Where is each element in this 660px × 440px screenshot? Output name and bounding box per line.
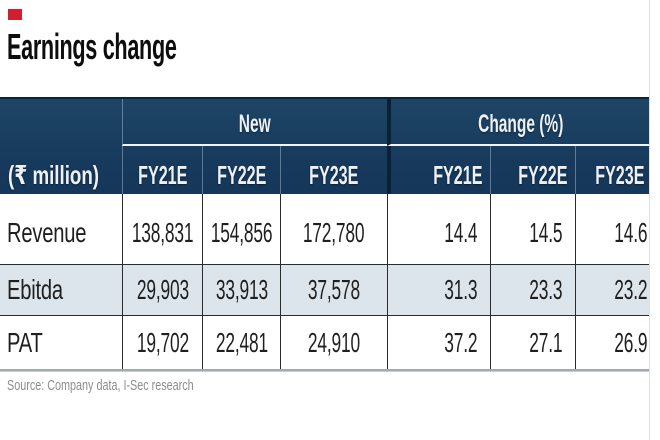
source-note: Source: Company data, I-Sec research: [7, 377, 266, 394]
table-row-revenue: Revenue 138,831 154,856 172,780 14.4 14.…: [0, 194, 650, 264]
table-row-ebitda: Ebitda 29,903 33,913 37,578 31.3 23.3 23…: [0, 264, 650, 316]
ebitda-new-fy22e: 33,913: [202, 265, 280, 315]
figure-title-text: Earnings change: [7, 26, 177, 67]
row-label: Revenue: [7, 217, 87, 248]
pat-change-fy22e: 27.1: [490, 316, 575, 369]
source-note-text: Source: Company data, I-Sec research: [7, 377, 194, 394]
unit-label-cell: (₹ million): [0, 146, 122, 194]
unit-label: (₹ million): [8, 159, 100, 190]
figure-title: Earnings change: [7, 27, 290, 67]
cell-value: 31.3: [443, 274, 477, 305]
ebitda-new-fy21e: 29,903: [122, 265, 202, 315]
group-header-change: Change (%): [387, 99, 650, 146]
revenue-new-fy23e: 172,780: [280, 194, 387, 264]
group-header-change-label: Change (%): [477, 110, 564, 138]
cell-value: 24,910: [308, 326, 360, 358]
revenue-change-fy21e: 14.4: [387, 194, 490, 264]
row-label-cell: PAT: [0, 316, 122, 369]
cell-value: 33,913: [215, 274, 268, 305]
cell-value: 37.2: [443, 326, 477, 358]
table-bottom-rule: [0, 369, 650, 372]
ebitda-new-fy23e: 37,578: [280, 265, 387, 315]
group-header-new-label: New: [239, 110, 271, 138]
pat-new-fy23e: 24,910: [280, 316, 387, 369]
cell-value: 138,831: [131, 217, 194, 248]
cell-value: 37,578: [308, 274, 360, 305]
col-header-change-fy21e: FY21E: [387, 146, 490, 194]
col-header-label: FY21E: [137, 159, 188, 190]
group-header-row: New Change (%): [0, 99, 650, 146]
revenue-change-fy22e: 14.5: [490, 194, 575, 264]
pat-change-fy21e: 37.2: [387, 316, 490, 369]
column-header-row: (₹ million) FY21E FY22E FY23E FY21E FY22…: [0, 146, 650, 194]
row-label-cell: Revenue: [0, 194, 122, 264]
col-header-new-fy23e: FY23E: [280, 146, 387, 194]
cell-value: 19,702: [136, 326, 189, 358]
table-header: New Change (%) (₹ million) FY21E FY22E F…: [0, 97, 650, 194]
table-row-pat: PAT 19,702 22,481 24,910 37.2 27.1 26.9: [0, 316, 650, 369]
col-header-new-fy21e: FY21E: [122, 146, 202, 194]
group-header-spacer-cell: [0, 99, 122, 146]
cell-value: 14.6: [613, 217, 647, 248]
col-header-new-fy22e: FY22E: [202, 146, 280, 194]
cell-value: 23.2: [613, 274, 647, 305]
cell-value: 14.4: [443, 217, 477, 248]
cell-value: 26.9: [613, 326, 647, 358]
earnings-table: New Change (%) (₹ million) FY21E FY22E F…: [0, 97, 650, 372]
revenue-new-fy21e: 138,831: [122, 194, 202, 264]
cell-value: 29,903: [136, 274, 189, 305]
row-label: Ebitda: [7, 274, 63, 305]
cell-value: 14.5: [528, 217, 562, 248]
ebitda-change-fy22e: 23.3: [490, 265, 575, 315]
revenue-new-fy22e: 154,856: [202, 194, 280, 264]
pat-new-fy22e: 22,481: [202, 316, 280, 369]
row-label-cell: Ebitda: [0, 265, 122, 315]
red-square-icon: [8, 9, 22, 20]
ebitda-change-fy21e: 31.3: [387, 265, 490, 315]
cell-value: 154,856: [210, 217, 273, 248]
col-header-label: FY23E: [594, 159, 644, 190]
pat-new-fy21e: 19,702: [122, 316, 202, 369]
row-label: PAT: [7, 326, 43, 358]
cell-value: 22,481: [215, 326, 268, 358]
right-edge-divider: [649, 0, 650, 440]
pat-change-fy23e: 26.9: [575, 316, 650, 369]
ebitda-change-fy23e: 23.2: [575, 265, 650, 315]
cell-value: 27.1: [528, 326, 562, 358]
col-header-label: FY22E: [517, 159, 567, 190]
cell-value: 23.3: [528, 274, 562, 305]
col-header-change-fy22e: FY22E: [490, 146, 575, 194]
group-header-new: New: [122, 99, 387, 146]
revenue-change-fy23e: 14.6: [575, 194, 650, 264]
cell-value: 172,780: [303, 217, 365, 248]
col-header-change-fy23e: FY23E: [575, 146, 650, 194]
col-header-label: FY23E: [309, 159, 359, 190]
col-header-label: FY22E: [216, 159, 267, 190]
col-header-label: FY21E: [432, 159, 482, 190]
